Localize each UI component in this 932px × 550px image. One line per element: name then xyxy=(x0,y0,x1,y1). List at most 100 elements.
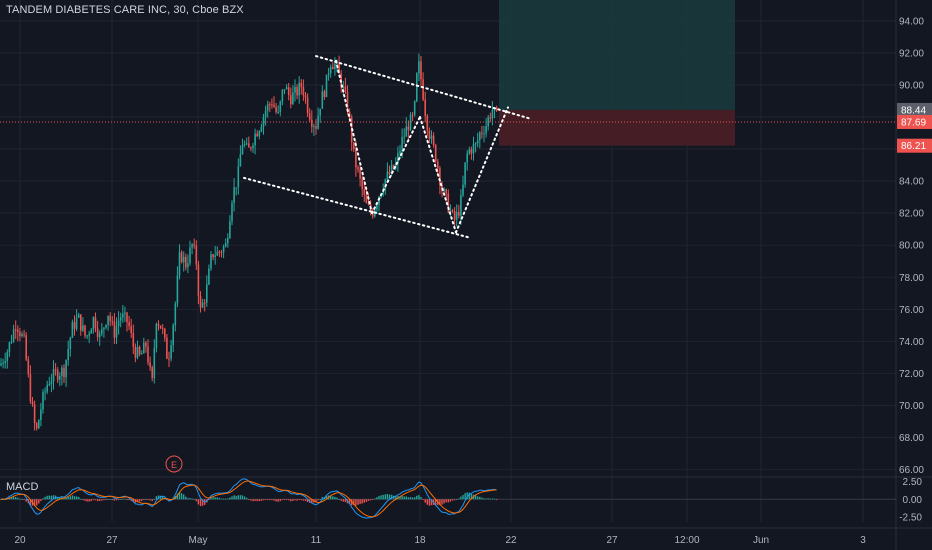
candle-body xyxy=(31,401,34,405)
macd-histogram-bar xyxy=(178,491,181,500)
macd-histogram-bar xyxy=(193,499,195,501)
price-tag-label: 86.21 xyxy=(901,141,926,152)
candle-body xyxy=(437,161,439,169)
macd-histogram-bar xyxy=(67,496,69,500)
candle-body xyxy=(323,91,326,98)
pattern-line[interactable] xyxy=(335,59,373,215)
candle-body xyxy=(466,153,468,163)
candle-body xyxy=(235,187,237,189)
macd-histogram-bar xyxy=(220,498,223,500)
macd-histogram-bar xyxy=(128,499,130,501)
macd-histogram-bar xyxy=(162,496,164,500)
candle-body xyxy=(424,99,426,116)
macd-histogram-bar xyxy=(481,497,483,500)
macd-histogram-bar xyxy=(117,499,120,501)
price-tick-label: 82.00 xyxy=(899,209,924,220)
macd-histogram-bar xyxy=(136,499,139,502)
candle-body xyxy=(344,86,347,92)
pattern-lines[interactable] xyxy=(243,55,531,239)
macd-histogram-bar xyxy=(44,496,46,500)
candle-body xyxy=(384,179,387,190)
macd-histogram-bar xyxy=(103,499,105,501)
pattern-line[interactable] xyxy=(371,115,421,215)
candle-body xyxy=(334,63,336,70)
candle-body xyxy=(342,86,345,88)
candle-body xyxy=(86,335,88,337)
candle-body xyxy=(80,314,82,331)
candle-body xyxy=(2,362,4,364)
candle-body xyxy=(321,91,324,109)
candle-body xyxy=(315,126,317,129)
macd-histogram-bar xyxy=(227,498,229,500)
candle-body xyxy=(195,245,198,265)
target-zone[interactable] xyxy=(499,0,735,110)
macd-histogram-bar xyxy=(395,496,397,500)
candle-body xyxy=(88,333,90,336)
macd-histogram-bar xyxy=(153,498,155,500)
macd-histogram-bar xyxy=(222,498,225,500)
candle-body xyxy=(422,79,424,100)
candle-body xyxy=(193,244,195,246)
earnings-event-icon[interactable] xyxy=(165,455,183,473)
macd-histogram-bar xyxy=(180,493,183,500)
candle-body xyxy=(453,211,456,220)
candle-body xyxy=(206,284,208,303)
candle-body xyxy=(332,66,334,70)
macd-histogram-bar xyxy=(399,496,401,500)
macd-histogram-bar xyxy=(464,493,466,500)
macd-histogram-bar xyxy=(411,497,414,500)
time-tick-label: 11 xyxy=(311,535,322,546)
candle-body xyxy=(397,153,399,164)
macd-histogram-bar xyxy=(376,497,378,500)
candle-body xyxy=(481,132,483,134)
pattern-line[interactable] xyxy=(419,115,457,234)
macd-histogram-bar xyxy=(363,499,365,503)
candle-body xyxy=(258,131,261,137)
candle-body xyxy=(353,142,355,149)
stop-zone[interactable] xyxy=(499,109,735,146)
candle-body xyxy=(252,145,254,149)
candle-body xyxy=(254,133,256,146)
candle-body xyxy=(491,110,494,119)
earnings-event-marker[interactable]: E xyxy=(165,455,183,473)
candle-body xyxy=(172,325,174,346)
macd-label[interactable]: MACD xyxy=(6,481,39,493)
macd-histogram-bar xyxy=(317,499,319,501)
time-axis[interactable]: 20 27 May 11 18 22 27 12:00 Jun 3 xyxy=(14,535,866,546)
pattern-line[interactable] xyxy=(243,176,469,239)
macd-histogram-bar xyxy=(340,499,342,501)
macd-histogram-bar xyxy=(451,499,454,501)
pattern-line[interactable] xyxy=(315,55,531,120)
chart-legend[interactable]: TANDEM DIABETES CARE INC, 30, Cboe BZX xyxy=(6,4,244,16)
candle-body xyxy=(109,315,111,322)
candle-body xyxy=(52,369,55,382)
macd-histogram-bar xyxy=(252,499,254,502)
macd-histogram-bar xyxy=(267,499,269,501)
time-tick-label: 27 xyxy=(606,535,618,546)
macd-histogram-bar xyxy=(298,499,300,501)
macd-histogram-bar xyxy=(52,495,55,500)
macd-histogram-bar xyxy=(48,495,50,500)
macd-histogram-bar xyxy=(460,496,462,500)
candle-body xyxy=(115,326,118,338)
macd-histogram-bar xyxy=(237,495,239,500)
macd-histogram-bar xyxy=(365,499,368,502)
macd-histogram-bar xyxy=(300,499,302,501)
macd-histogram-bar xyxy=(470,493,473,500)
candle-body xyxy=(266,104,269,111)
macd-histogram-bar xyxy=(418,495,420,500)
macd-histogram-bar xyxy=(254,499,256,501)
candle-body xyxy=(174,303,177,326)
macd-histogram-bar xyxy=(197,499,200,505)
macd-histogram-bar xyxy=(332,496,334,500)
candle-body xyxy=(430,135,433,139)
candle-body xyxy=(14,329,17,331)
macd-histogram-bar xyxy=(212,497,214,500)
macd-histogram-bar xyxy=(229,497,231,500)
candle-body xyxy=(476,140,479,144)
price-tag xyxy=(897,138,932,153)
candle-body xyxy=(140,353,143,355)
macd-histogram-bar xyxy=(120,499,122,500)
macd-histogram-bar xyxy=(430,499,433,506)
